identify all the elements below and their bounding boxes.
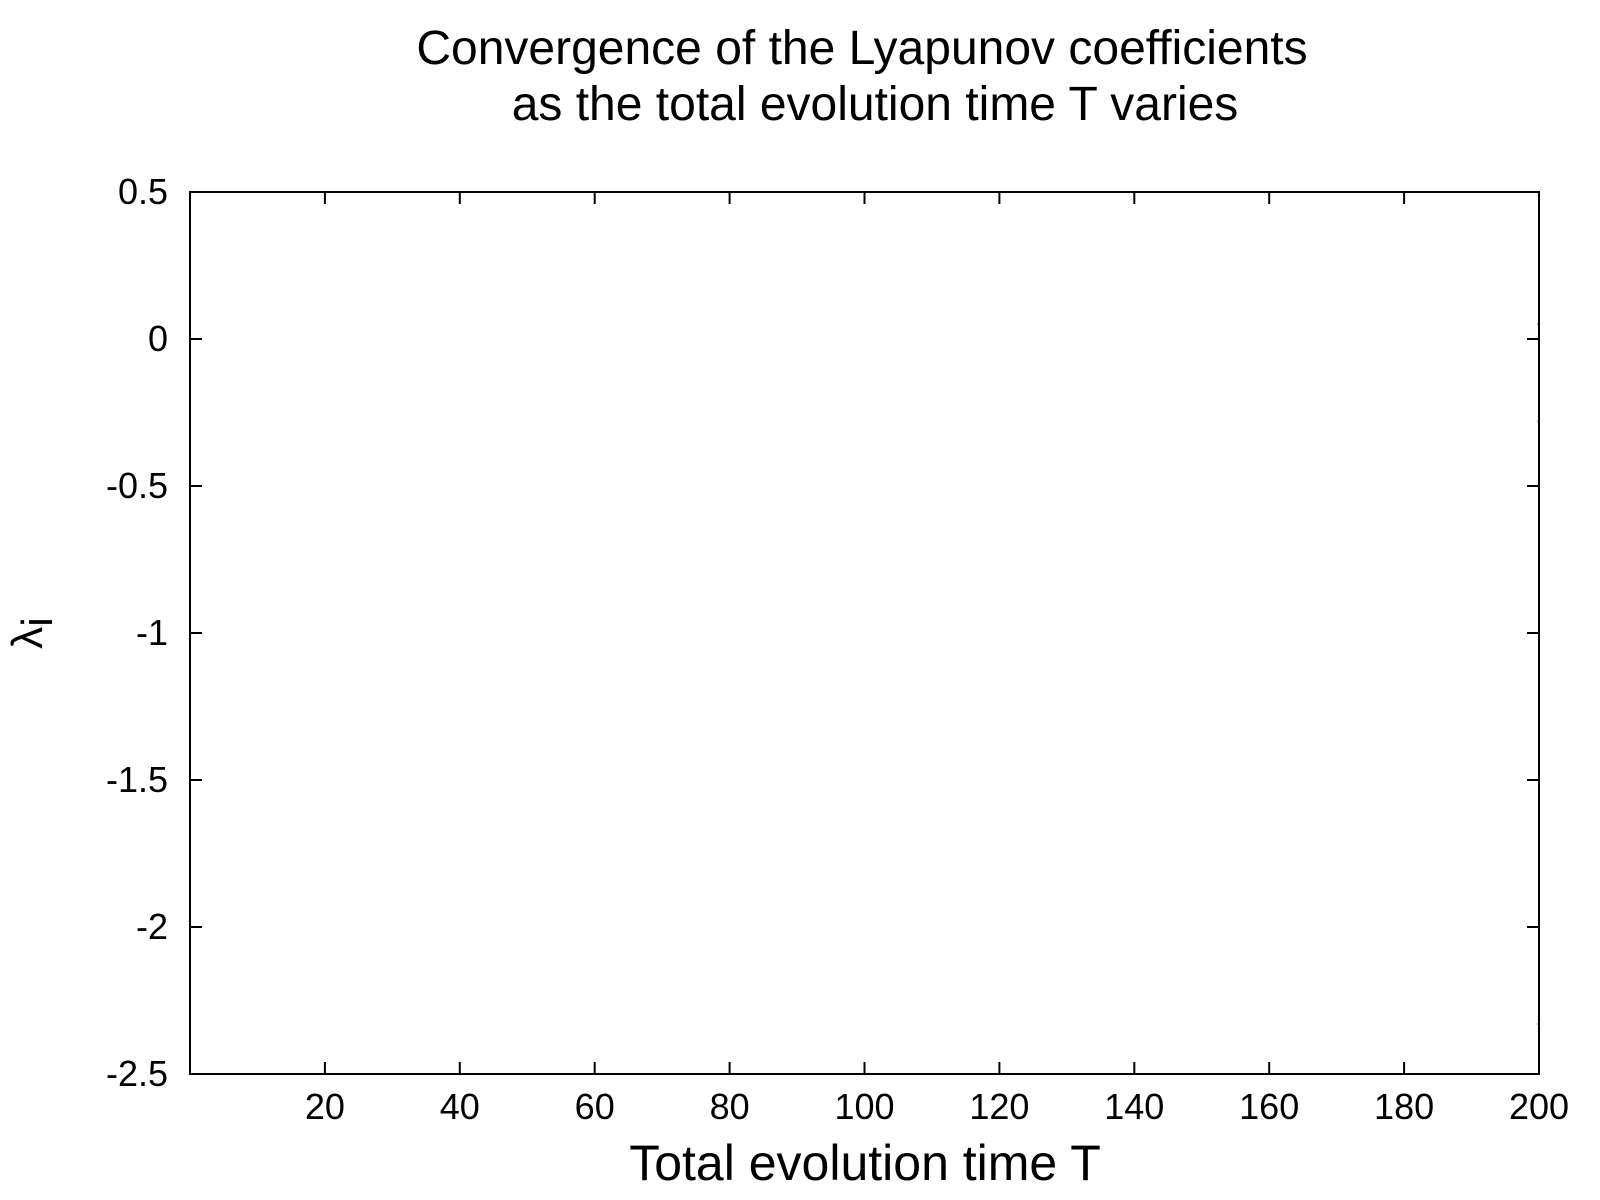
- chart-title-line-2: as the total evolution time T varies: [512, 78, 1239, 131]
- y-axis-label-subscript: i: [13, 617, 62, 627]
- y-axis-label-base: λ: [3, 627, 52, 649]
- y-tick-label: 0.5: [118, 171, 168, 212]
- x-tick-labels: 20 40 60 80 100 120 140 160 180 200: [305, 1086, 1569, 1127]
- x-axis-label: Total evolution time T: [629, 1135, 1101, 1191]
- x-tick-label: 120: [969, 1086, 1029, 1127]
- x-tick-label: 60: [575, 1086, 615, 1127]
- x-tick-label: 100: [834, 1086, 894, 1127]
- axis-ticks: [190, 191, 1540, 1075]
- y-tick-label: -1.5: [106, 759, 168, 800]
- x-tick-label: 200: [1509, 1086, 1569, 1127]
- y-tick-label: -0.5: [106, 465, 168, 506]
- y-tick-label: -1: [136, 612, 168, 653]
- x-tick-label: 160: [1239, 1086, 1299, 1127]
- data-series: [1537, 323, 1539, 1026]
- x-tick-label: 180: [1374, 1086, 1434, 1127]
- x-tick-label: 80: [710, 1086, 750, 1127]
- y-tick-labels: 0.5 0 -0.5 -1 -1.5 -2 -2.5: [106, 171, 168, 1094]
- y-tick-label: -2.5: [106, 1053, 168, 1094]
- chart-title-line-1: Convergence of the Lyapunov coefficients: [416, 22, 1307, 75]
- x-tick-label: 20: [305, 1086, 345, 1127]
- x-tick-label: 140: [1104, 1086, 1164, 1127]
- y-axis-label: λi: [3, 617, 62, 649]
- x-tick-label: 40: [440, 1086, 480, 1127]
- y-tick-label: -2: [136, 906, 168, 947]
- y-tick-label: 0: [148, 318, 168, 359]
- plot-frame: [189, 191, 1540, 1075]
